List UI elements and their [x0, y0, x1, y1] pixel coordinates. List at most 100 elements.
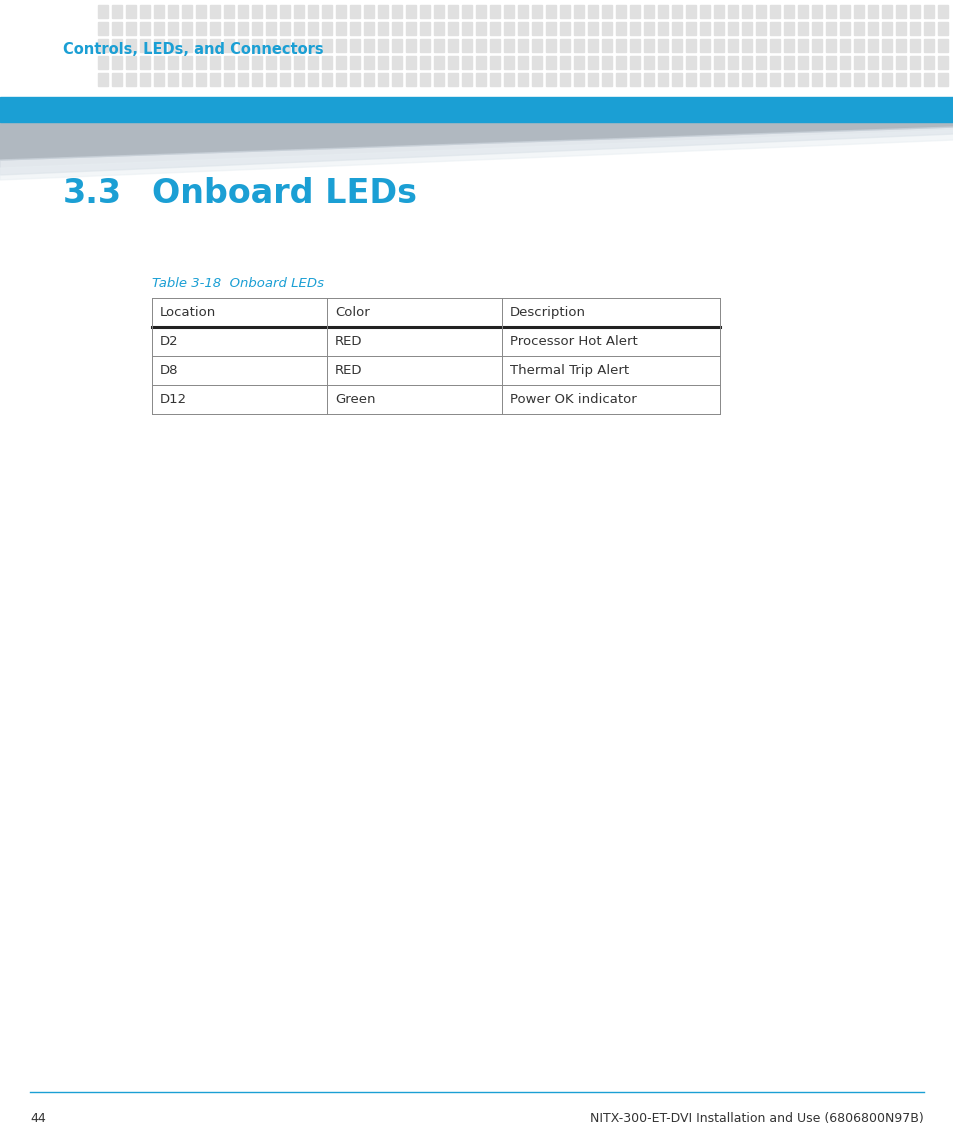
Bar [476, 56, 485, 69]
Bar [587, 73, 598, 86]
Bar [882, 5, 891, 18]
Bar [517, 56, 527, 69]
Bar [126, 5, 136, 18]
Bar [909, 73, 919, 86]
Bar [587, 39, 598, 52]
Bar [700, 56, 709, 69]
Bar [224, 56, 233, 69]
Bar [210, 73, 220, 86]
Bar [658, 39, 667, 52]
Bar [643, 39, 654, 52]
Bar [490, 5, 499, 18]
Bar [616, 22, 625, 35]
Bar [140, 73, 150, 86]
Bar [377, 39, 388, 52]
Bar [811, 5, 821, 18]
Bar [350, 39, 359, 52]
Bar [727, 73, 738, 86]
Bar [685, 22, 696, 35]
Bar [923, 73, 933, 86]
Bar [434, 22, 443, 35]
Bar [280, 73, 290, 86]
Bar [713, 73, 723, 86]
Bar [266, 39, 275, 52]
Bar [727, 22, 738, 35]
Bar [84, 73, 94, 86]
Bar [769, 22, 780, 35]
Text: D2: D2 [160, 335, 178, 348]
Bar [559, 39, 569, 52]
Bar [797, 22, 807, 35]
Bar [825, 73, 835, 86]
Text: Description: Description [510, 306, 585, 319]
Bar [195, 5, 206, 18]
Text: Power OK indicator: Power OK indicator [510, 393, 636, 406]
Bar [461, 39, 472, 52]
Bar [237, 39, 248, 52]
Bar [461, 5, 472, 18]
Bar [783, 73, 793, 86]
Bar [322, 56, 332, 69]
Bar [406, 56, 416, 69]
Bar [280, 39, 290, 52]
Bar [727, 39, 738, 52]
Bar [574, 73, 583, 86]
Text: Location: Location [160, 306, 216, 319]
Bar [42, 5, 52, 18]
Bar [14, 22, 24, 35]
Text: 3.3: 3.3 [63, 177, 122, 210]
Bar [853, 56, 863, 69]
Bar [867, 5, 877, 18]
Text: Processor Hot Alert: Processor Hot Alert [510, 335, 638, 348]
Bar [70, 73, 80, 86]
Bar [126, 22, 136, 35]
Bar [84, 39, 94, 52]
Bar [98, 5, 108, 18]
Text: Table 3-18  Onboard LEDs: Table 3-18 Onboard LEDs [152, 277, 324, 290]
Bar [587, 56, 598, 69]
Bar [587, 5, 598, 18]
Bar [517, 22, 527, 35]
Bar [42, 39, 52, 52]
Bar [741, 39, 751, 52]
Bar [153, 22, 164, 35]
Bar [867, 22, 877, 35]
Bar [377, 56, 388, 69]
Bar [112, 56, 122, 69]
Bar [643, 22, 654, 35]
Bar [476, 22, 485, 35]
Bar [909, 56, 919, 69]
Bar [14, 56, 24, 69]
Bar [490, 39, 499, 52]
Bar [755, 22, 765, 35]
Bar [224, 39, 233, 52]
Bar [923, 5, 933, 18]
Bar [616, 73, 625, 86]
Bar [825, 56, 835, 69]
Bar [783, 56, 793, 69]
Bar [14, 73, 24, 86]
Bar [840, 73, 849, 86]
Bar [294, 22, 304, 35]
Bar [406, 39, 416, 52]
Bar [364, 73, 374, 86]
Bar [448, 22, 457, 35]
Bar [671, 5, 681, 18]
Bar [713, 22, 723, 35]
Bar [797, 39, 807, 52]
Bar [56, 39, 66, 52]
Bar [867, 39, 877, 52]
Bar [266, 5, 275, 18]
Bar [741, 22, 751, 35]
Bar [769, 5, 780, 18]
Bar [811, 56, 821, 69]
Bar [532, 56, 541, 69]
Bar [308, 56, 317, 69]
Bar [448, 73, 457, 86]
Bar [182, 39, 192, 52]
Bar [601, 22, 612, 35]
Bar [153, 73, 164, 86]
Bar [853, 39, 863, 52]
Bar [895, 56, 905, 69]
Bar [923, 22, 933, 35]
